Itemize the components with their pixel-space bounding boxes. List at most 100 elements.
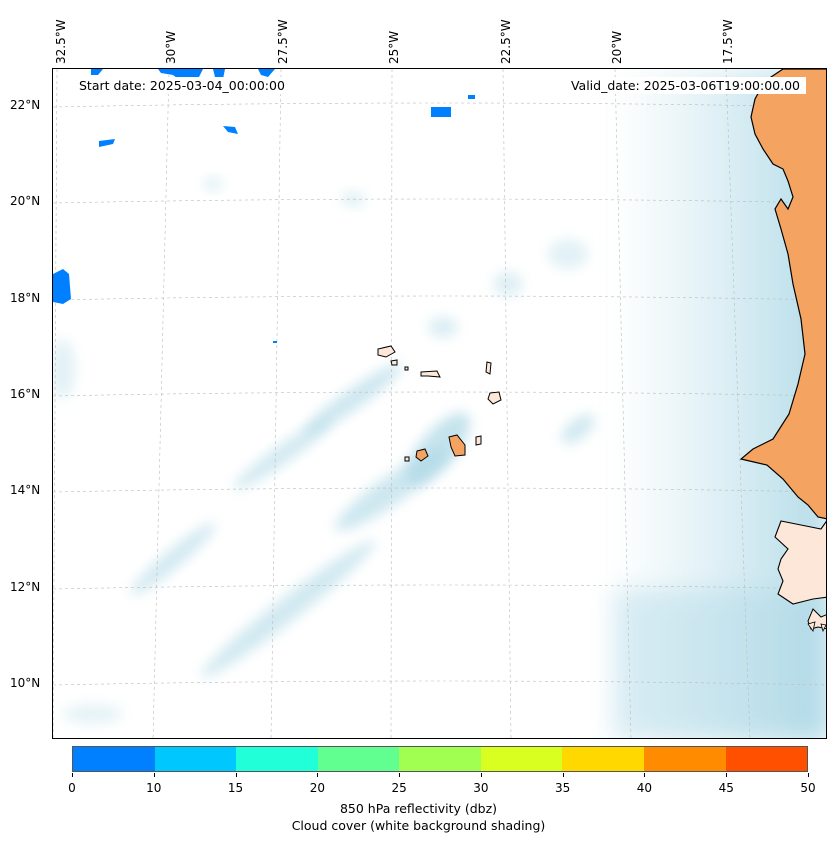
island-santa-luzia: [404, 366, 409, 371]
lon-label-32-5w: 32.5°W: [54, 19, 68, 64]
colorbar-label-cloud-cover: Cloud cover (white background shading): [291, 818, 546, 833]
lon-label-27-5w: 27.5°W: [276, 19, 290, 64]
meridian-17-5w: [725, 69, 751, 738]
lat-label-16n: 16°N: [10, 387, 41, 401]
lat-label-14n: 14°N: [10, 483, 41, 497]
colorbar-tick-label: 30: [473, 781, 489, 795]
valid-date-label: Valid_date: 2025-03-06T19:00:00.00: [564, 77, 806, 94]
colorbar-tick: [399, 773, 401, 777]
island-maio: [475, 435, 482, 446]
colorbar-tick: [808, 773, 809, 777]
meridian-30w: [152, 69, 170, 738]
colorbar-tick: [235, 773, 237, 777]
cloud-band-southeast: [613, 589, 826, 738]
echo-mid-north: [223, 126, 238, 134]
african-coast: [739, 69, 826, 633]
colorbar-tick-label: 10: [146, 781, 162, 795]
colorbar-tick-label: 40: [636, 781, 653, 795]
colorbar-tick-label: 50: [800, 781, 816, 795]
meridian-22-5w: [502, 69, 512, 738]
cape-verde-islands: [377, 345, 502, 462]
echo-small-2: [468, 95, 475, 99]
bijagos-islands: [807, 621, 826, 633]
cloud-streak: [561, 414, 595, 444]
colorbar-tick-label: 20: [309, 781, 325, 795]
colorbar-tick: [153, 773, 155, 777]
cloud-patch: [53, 339, 75, 399]
colorbar-segment: [725, 747, 808, 771]
parallel-16n: [53, 391, 826, 397]
colorbar: [72, 746, 808, 772]
meridian-27-5w: [270, 69, 282, 738]
island-sao-vicente: [390, 359, 398, 366]
colorbar-segment: [399, 747, 481, 771]
parallel-22n: [53, 102, 826, 108]
parallel-20n: [53, 198, 826, 204]
cloud-streak: [130, 522, 216, 596]
cloud-streak: [303, 363, 403, 435]
start-date-label: Start date: 2025-03-04_00:00:00: [73, 77, 291, 94]
lon-label-22-5w: 22.5°W: [499, 19, 513, 64]
cloud-patch: [428, 317, 458, 337]
colorbar-segment: [562, 747, 644, 771]
echo-small-3: [273, 341, 277, 343]
island-santo-antao: [377, 345, 396, 358]
graticule: [53, 69, 826, 738]
parallel-10n: [53, 680, 826, 686]
island-sal: [485, 361, 492, 375]
island-santiago: [448, 434, 466, 457]
colorbar-segment: [154, 747, 237, 771]
colorbar-tick-label: 25: [391, 781, 407, 795]
reflectivity-echoes: [53, 69, 475, 343]
colorbar-segment: [643, 747, 726, 771]
colorbar-tick: [480, 773, 482, 777]
colorbar-segment: [317, 747, 400, 771]
colorbar-tick: [72, 773, 73, 777]
lat-label-12n: 12°N: [10, 580, 41, 594]
colorbar-label-reflectivity: 850 hPa reflectivity (dbz): [339, 801, 498, 816]
colorbar-tick: [562, 773, 564, 777]
cloud-patch: [548, 239, 588, 269]
echo-small-1: [99, 139, 115, 147]
meridian-25w: [390, 69, 393, 738]
map-panel: Start date: 2025-03-04_00:00:00 Valid_da…: [52, 68, 827, 739]
colorbar-tick-label: 0: [68, 781, 76, 795]
parallel-14n: [53, 487, 826, 493]
colorbar-tick-label: 45: [718, 781, 734, 795]
lon-label-20w: 20°W: [610, 30, 624, 64]
parallel-12n: [53, 584, 826, 590]
island-brava: [404, 456, 410, 462]
colorbar-tick: [644, 773, 646, 777]
gambia-senegal-coast: [774, 520, 826, 605]
lat-label-20n: 20°N: [10, 194, 41, 208]
cloud-patch: [63, 704, 123, 724]
mainland-land: [739, 69, 826, 520]
cloud-streak: [233, 418, 333, 490]
cloud-cover-layer: [53, 69, 826, 738]
echo-top-1: [91, 69, 103, 75]
cloud-patch: [493, 272, 523, 296]
cloud-patch: [203, 178, 223, 190]
parallel-18n: [53, 295, 826, 301]
meridian-20w: [614, 69, 632, 738]
island-fogo: [415, 448, 429, 462]
colorbar-segment: [236, 747, 318, 771]
echo-top-4: [258, 69, 275, 77]
lat-label-22n: 22°N: [10, 98, 41, 112]
meridian-32-5w: [53, 69, 58, 738]
echo-northeast: [431, 107, 451, 117]
colorbar-tick: [726, 773, 728, 777]
lon-label-30w: 30°W: [164, 30, 178, 64]
colorbar-tick-label: 35: [555, 781, 571, 795]
island-boa-vista: [487, 391, 502, 405]
lon-label-17-5w: 17.5°W: [721, 19, 735, 64]
colorbar-segment: [73, 747, 155, 771]
island-sao-nicolau: [420, 370, 441, 378]
echo-west-edge: [53, 269, 71, 304]
colorbar-segment: [480, 747, 563, 771]
cloud-streak: [405, 412, 471, 486]
lon-label-25w: 25°W: [387, 30, 401, 64]
cloud-streak: [201, 540, 375, 678]
map-canvas: [53, 69, 826, 738]
colorbar-tick: [317, 773, 319, 777]
